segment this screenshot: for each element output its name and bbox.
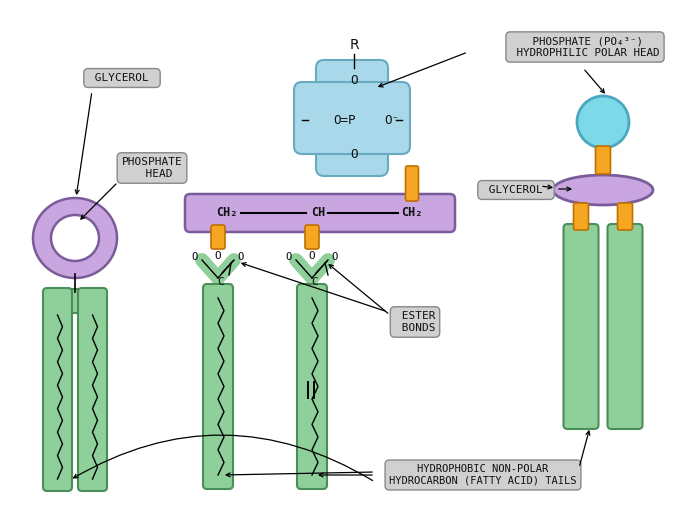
Text: O: O	[214, 251, 221, 261]
FancyBboxPatch shape	[406, 166, 418, 201]
FancyBboxPatch shape	[294, 82, 410, 154]
FancyBboxPatch shape	[211, 225, 225, 249]
Text: O: O	[308, 251, 315, 261]
Text: GLYCEROL: GLYCEROL	[482, 185, 550, 195]
Text: C: C	[218, 277, 224, 287]
Ellipse shape	[33, 198, 117, 278]
Text: CH₂: CH₂	[402, 206, 422, 219]
Ellipse shape	[51, 215, 99, 261]
Ellipse shape	[553, 175, 653, 205]
Text: CH: CH	[311, 206, 325, 219]
FancyBboxPatch shape	[44, 289, 106, 313]
Text: GLYCEROL: GLYCEROL	[88, 73, 156, 83]
Text: O: O	[350, 75, 358, 88]
Text: PHOSPHATE
  HEAD: PHOSPHATE HEAD	[122, 157, 182, 179]
FancyBboxPatch shape	[608, 224, 642, 429]
Text: O: O	[350, 148, 358, 162]
FancyBboxPatch shape	[78, 288, 107, 491]
Text: O: O	[285, 252, 291, 262]
FancyBboxPatch shape	[617, 203, 633, 230]
Text: PHOSPHATE (PO₄³⁻)
 HYDROPHILIC POLAR HEAD: PHOSPHATE (PO₄³⁻) HYDROPHILIC POLAR HEAD	[510, 36, 660, 58]
Text: ESTER
 BONDS: ESTER BONDS	[395, 311, 435, 333]
Text: O: O	[191, 252, 197, 262]
Text: O: O	[332, 252, 338, 262]
FancyBboxPatch shape	[596, 146, 610, 174]
FancyBboxPatch shape	[297, 284, 327, 489]
Text: O: O	[238, 252, 244, 262]
Circle shape	[577, 96, 629, 148]
Text: HYDROPHOBIC NON-POLAR
HYDROCARBON (FATTY ACID) TAILS: HYDROPHOBIC NON-POLAR HYDROCARBON (FATTY…	[389, 464, 577, 486]
Text: O=P: O=P	[333, 114, 355, 127]
FancyBboxPatch shape	[316, 60, 388, 176]
FancyBboxPatch shape	[564, 224, 599, 429]
Text: R: R	[349, 38, 359, 52]
Text: O⁻: O⁻	[384, 114, 400, 127]
FancyBboxPatch shape	[305, 225, 319, 249]
FancyBboxPatch shape	[203, 284, 233, 489]
FancyBboxPatch shape	[43, 288, 72, 491]
FancyBboxPatch shape	[185, 194, 455, 232]
FancyBboxPatch shape	[574, 203, 589, 230]
Text: CH₂: CH₂	[216, 206, 238, 219]
Text: C: C	[312, 277, 318, 287]
